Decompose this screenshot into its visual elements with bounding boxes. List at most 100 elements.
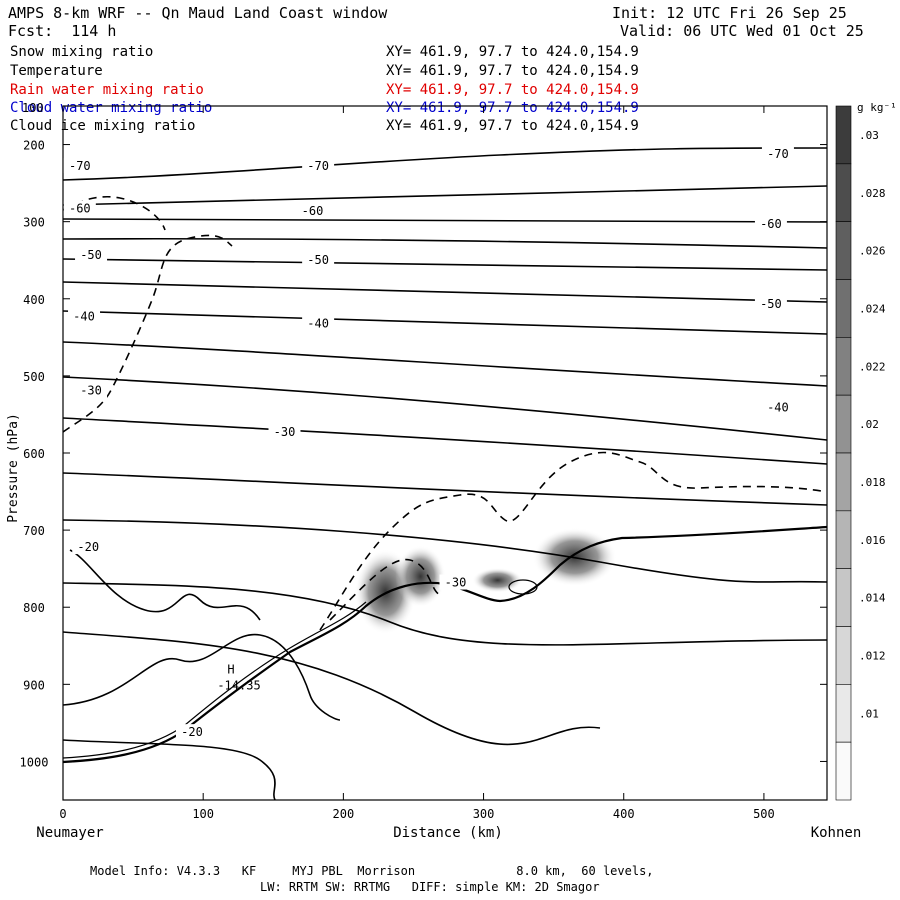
contour-label-bg xyxy=(296,202,329,218)
colorbar-swatch xyxy=(835,626,852,685)
shaded-cell xyxy=(395,545,446,608)
y-tick-label: 700 xyxy=(23,524,45,538)
colorbar-tick-label: .012 xyxy=(859,649,886,662)
variable-xy: XY= 461.9, 97.7 to 424.0,154.9 xyxy=(386,44,639,60)
contour-label-bg xyxy=(302,252,335,268)
y-axis-title: Pressure (hPa) xyxy=(6,413,21,523)
contour-line xyxy=(63,258,827,271)
x-tick-label: 0 xyxy=(59,807,66,821)
shaded-cell xyxy=(472,567,523,593)
contour-label-bg xyxy=(439,574,472,590)
high-marker: H xyxy=(227,662,234,676)
y-tick-label: 1000 xyxy=(20,755,49,769)
contour-label-bg xyxy=(761,145,794,161)
init-time: Init: 12 UTC Fri 26 Sep 25 xyxy=(612,4,847,22)
colorbar-tick-label: .03 xyxy=(859,129,879,142)
variable-xy: XY= 461.9, 97.7 to 424.0,154.9 xyxy=(386,100,639,116)
y-tick-label: 400 xyxy=(23,293,45,307)
contour-line xyxy=(63,185,827,206)
colorbar-swatch xyxy=(835,163,852,222)
contour-label: -40 xyxy=(767,401,789,415)
variable-name: Temperature xyxy=(10,63,103,79)
contour-line xyxy=(63,217,827,223)
contour-line xyxy=(63,147,827,181)
variable-name: Snow mixing ratio xyxy=(10,44,154,60)
colorbar-swatch xyxy=(835,221,852,280)
contour-label: -60 xyxy=(302,204,324,218)
y-tick-label: 500 xyxy=(23,370,45,384)
overlap-tick-label: 100 xyxy=(22,101,44,115)
contour-line xyxy=(63,417,827,465)
colorbar-tick-label: .028 xyxy=(859,187,886,200)
contour-label-bg xyxy=(68,308,101,324)
colorbar-swatch xyxy=(835,741,852,801)
colorbar-tick-label: .02 xyxy=(859,418,879,431)
x-axis-title: Distance (km) xyxy=(393,825,503,841)
y-tick-label: 900 xyxy=(23,678,45,692)
variable-xy: XY= 461.9, 97.7 to 424.0,154.9 xyxy=(386,82,639,98)
contour-line xyxy=(63,237,827,249)
x-tick-label: 300 xyxy=(473,807,495,821)
contour-label-bg xyxy=(754,215,787,231)
contour-label: -30 xyxy=(80,384,102,398)
y-tick-label: 800 xyxy=(23,601,45,615)
colorbar-swatch xyxy=(835,105,852,165)
colorbar-tick-label: .018 xyxy=(859,476,886,489)
contour-label: -50 xyxy=(760,297,782,311)
contour-line xyxy=(63,281,827,303)
cloud-ice-contour xyxy=(329,558,441,621)
contour-line xyxy=(63,739,276,800)
contour-label-bg xyxy=(63,158,96,174)
closed-contour xyxy=(508,579,538,595)
colorbar-swatch xyxy=(835,510,852,569)
variable-xy: XY= 461.9, 97.7 to 424.0,154.9 xyxy=(386,63,639,79)
contour-label: -20 xyxy=(181,725,203,739)
y-tick-label: 300 xyxy=(23,216,45,230)
chart-title: AMPS 8-km WRF -- Qn Maud Land Coast wind… xyxy=(8,4,388,22)
colorbar-tick-label: .022 xyxy=(859,360,886,373)
y-axis: 200 300 400 500 600 700 800 900 1000 xyxy=(20,139,827,769)
mixing-ratio-shading xyxy=(354,527,617,635)
contour-label-bg xyxy=(175,724,208,740)
valid-time: Valid: 06 UTC Wed 01 Oct 25 xyxy=(620,22,864,40)
contour-label: -30 xyxy=(274,425,296,439)
colorbar-tick-label: .01 xyxy=(859,707,879,720)
colorbar-tick-label: .014 xyxy=(859,592,886,605)
variable-name: Rain water mixing ratio xyxy=(10,82,204,98)
plot-frame xyxy=(62,105,828,801)
cloud-ice-contour xyxy=(63,234,233,433)
contour-line xyxy=(63,310,827,335)
x-tick-label: 400 xyxy=(613,807,635,821)
temperature-contours xyxy=(63,147,827,800)
contour-label-bg xyxy=(75,246,108,262)
colorbar-unit: g kg⁻¹ xyxy=(857,101,897,114)
colorbar-swatch xyxy=(835,452,852,512)
forecast-hour: Fcst: 114 h xyxy=(8,22,117,40)
colorbar-swatch xyxy=(835,337,852,396)
contour-line xyxy=(63,519,827,583)
contour-line xyxy=(63,582,827,646)
contour-label: -20 xyxy=(77,540,99,554)
colorbar-tick-label: .024 xyxy=(859,302,886,315)
contour-label: -50 xyxy=(80,248,102,262)
colorbar-swatch xyxy=(835,684,852,743)
contour-label: -60 xyxy=(760,217,782,231)
contour-label: -40 xyxy=(307,316,329,330)
x-tick-label: 200 xyxy=(333,807,355,821)
x-axis: 0 100 200 300 400 500 xyxy=(59,106,775,821)
contour-label-bg xyxy=(302,315,335,331)
colorbar-tick-label: .016 xyxy=(859,534,886,547)
contour-label: -40 xyxy=(73,310,95,324)
contour-labels: -70 -70 -70 -60 -60 -60 -50 -50 -50 -40 -40 -40 -30 -… xyxy=(63,145,794,740)
model-physics: LW: RRTM SW: RRTMG DIFF: simple KM: 2D S… xyxy=(260,880,600,894)
terrain-surface xyxy=(63,601,367,759)
colorbar-swatch xyxy=(835,279,852,338)
variable-name: Cloud ice mixing ratio xyxy=(10,118,196,134)
contour-line xyxy=(63,631,601,746)
contour-label: -50 xyxy=(307,253,329,267)
contour-label-bg xyxy=(75,382,108,398)
contour-label: -70 xyxy=(767,147,789,161)
contour-label-bg xyxy=(302,158,335,174)
colorbar-swatch xyxy=(835,568,852,627)
